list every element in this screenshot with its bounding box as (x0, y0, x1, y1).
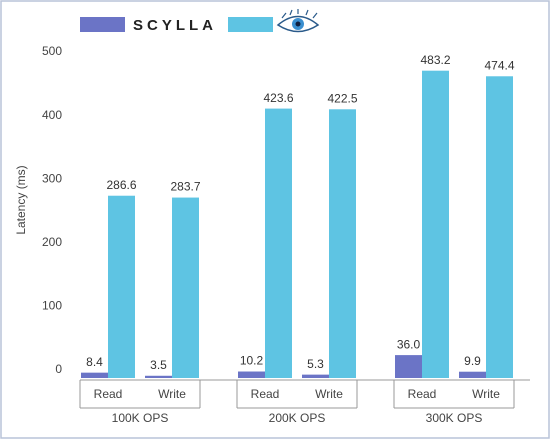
value-label: 5.3 (307, 357, 324, 371)
value-label: 423.6 (263, 91, 293, 105)
x-tick-label: Write (472, 387, 500, 401)
bar (486, 76, 513, 378)
bar (172, 197, 199, 378)
value-label: 286.6 (106, 178, 136, 192)
value-label: 8.4 (86, 355, 103, 369)
group-label: 300K OPS (426, 411, 483, 425)
x-tick-label: Read (408, 387, 437, 401)
y-tick-label: 400 (42, 108, 62, 122)
bar (329, 109, 356, 378)
x-tick-label: Write (158, 387, 186, 401)
legend-swatch (228, 17, 273, 32)
bar (302, 374, 329, 378)
x-tick-label: Write (315, 387, 343, 401)
bar (422, 70, 449, 378)
value-label: 283.7 (170, 180, 200, 194)
value-label: 474.4 (484, 58, 514, 72)
group-label: 100K OPS (112, 411, 169, 425)
bar (265, 108, 292, 379)
bar (395, 355, 422, 378)
x-tick-label: Read (251, 387, 280, 401)
legend-label: SCYLLA (133, 17, 217, 34)
legend-swatch (80, 17, 125, 32)
value-label: 422.5 (327, 91, 357, 105)
bar (81, 372, 108, 378)
bar (459, 371, 486, 378)
y-axis-label: Latency (ms) (14, 165, 28, 234)
value-label: 10.2 (240, 354, 264, 368)
group-label: 200K OPS (269, 411, 326, 425)
value-label: 483.2 (420, 53, 450, 67)
eye-icon (276, 9, 320, 33)
x-tick-label: Read (94, 387, 123, 401)
y-tick-label: 100 (42, 299, 62, 313)
y-tick-label: 0 (55, 362, 62, 376)
value-label: 3.5 (150, 358, 167, 372)
bar (145, 375, 172, 378)
bar (108, 195, 135, 378)
bar (238, 371, 265, 378)
value-label: 36.0 (397, 337, 421, 351)
y-tick-label: 500 (42, 44, 62, 58)
y-tick-label: 200 (42, 235, 62, 249)
value-label: 9.9 (464, 354, 481, 368)
y-tick-label: 300 (42, 171, 62, 185)
